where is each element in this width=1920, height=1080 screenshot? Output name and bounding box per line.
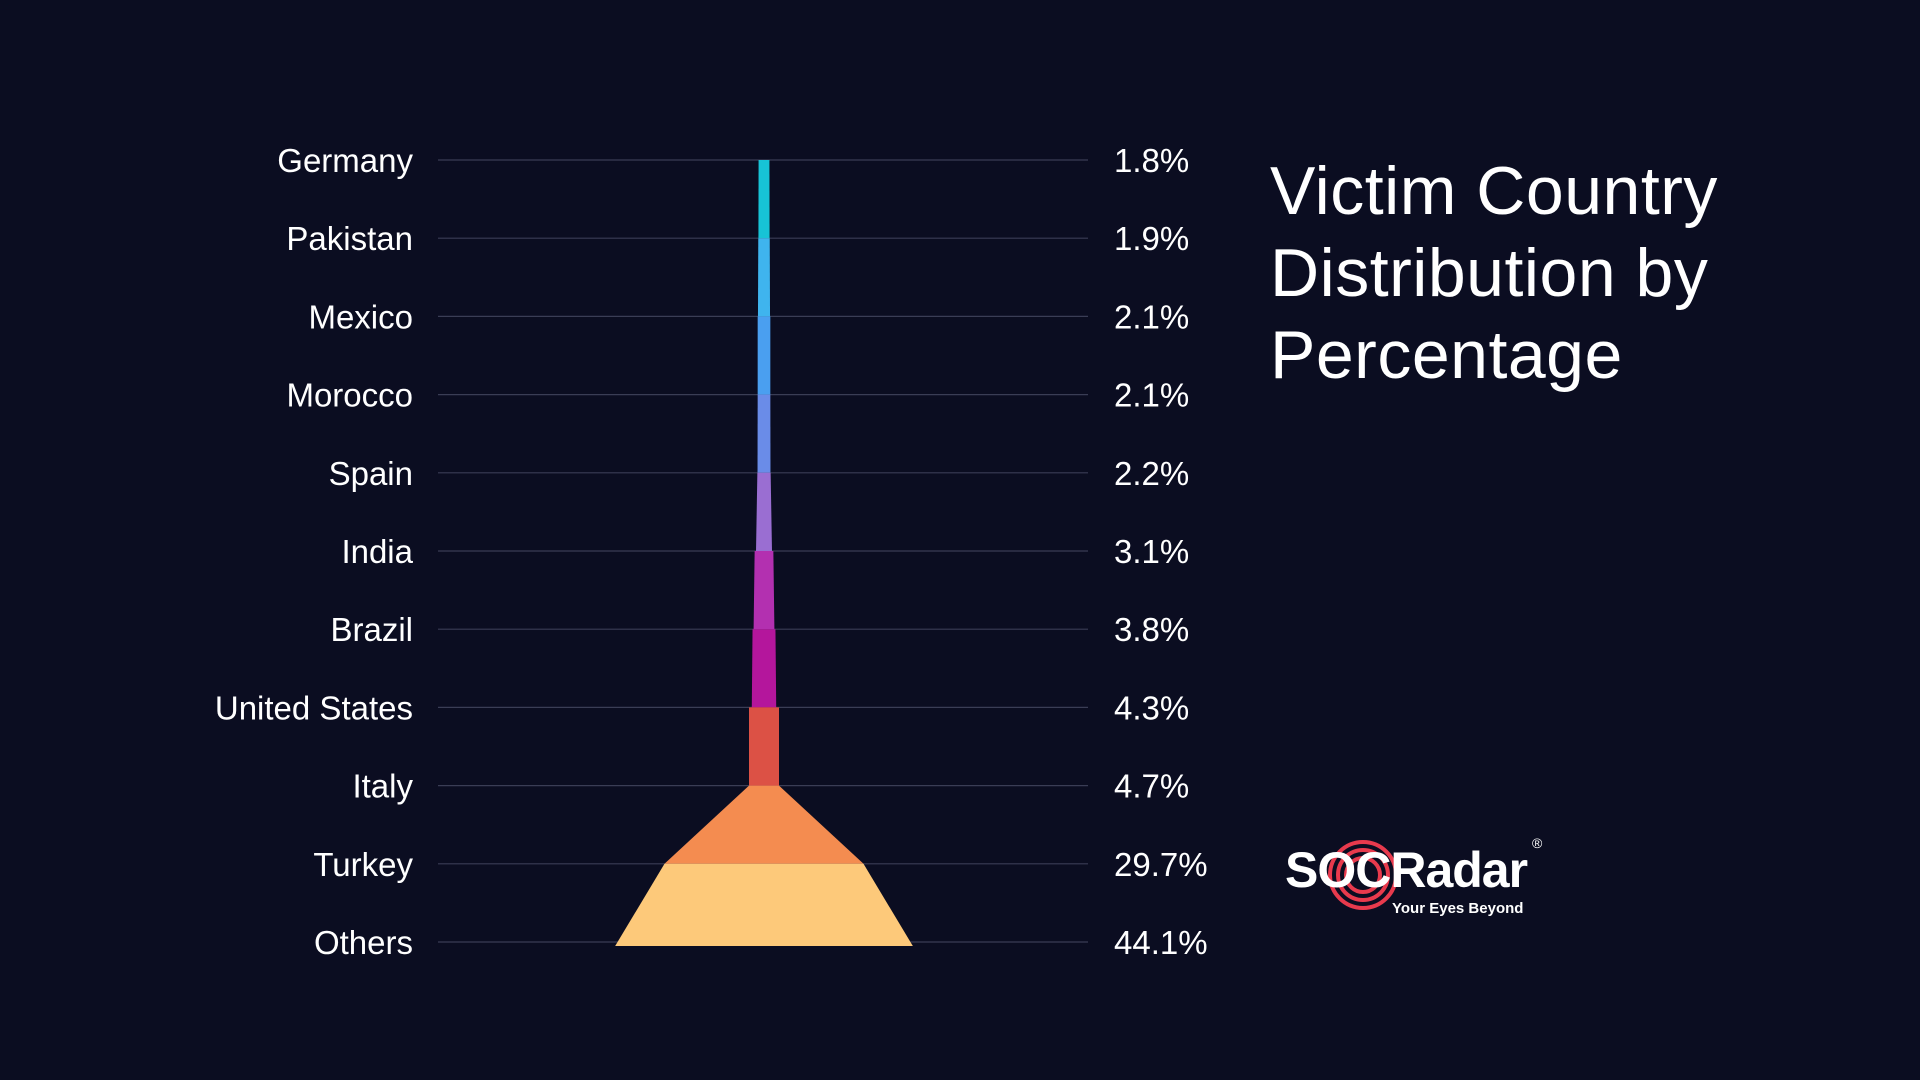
radar-rings-icon (1328, 840, 1398, 910)
value-label: 1.8% (1114, 142, 1189, 179)
value-labels: 1.8% 1.9% 2.1% 2.1% 2.2% 3.1% 3.8% 4.3% 4.7% 29.7… (1114, 142, 1208, 961)
value-label: 3.8% (1114, 611, 1189, 648)
category-label: Italy (352, 768, 413, 805)
value-label: 1.9% (1114, 220, 1189, 257)
logo-wordmark: SOCRadar (1285, 842, 1528, 898)
funnel-segment-mexico (757, 316, 771, 395)
funnel-segment-others (615, 863, 913, 946)
category-label: Turkey (313, 846, 413, 883)
funnel-segment-morocco (757, 394, 771, 473)
category-label: Germany (277, 142, 413, 179)
funnel-segment-germany (758, 160, 770, 239)
value-label: 4.3% (1114, 689, 1189, 726)
category-label: Mexico (308, 298, 413, 335)
value-label: 4.7% (1114, 768, 1189, 805)
category-label: Morocco (286, 377, 413, 414)
funnel-segment-turkey (664, 785, 864, 864)
chart-title: Victim Country Distribution by Percentag… (1270, 153, 1718, 393)
funnel-segment-pakistan (757, 238, 771, 317)
value-label: 3.1% (1114, 533, 1189, 570)
funnel-segment-india (753, 551, 775, 630)
value-label: 29.7% (1114, 846, 1208, 883)
category-label: Pakistan (286, 220, 413, 257)
funnel-segments (615, 160, 913, 946)
logo-registered-mark: ® (1532, 835, 1543, 851)
category-labels: Germany Pakistan Mexico Morocco Spain India Br… (215, 142, 414, 961)
category-label: India (341, 533, 413, 570)
funnel-segment-spain (756, 472, 772, 551)
value-label: 2.1% (1114, 298, 1189, 335)
category-label: Brazil (330, 611, 413, 648)
category-label: Others (314, 924, 413, 961)
category-label: Spain (329, 455, 413, 492)
value-label: 2.2% (1114, 455, 1189, 492)
value-label: 44.1% (1114, 924, 1208, 961)
socradar-logo: SOCRadar Your Eyes Beyond ® (1285, 835, 1585, 925)
funnel-segment-italy (749, 707, 779, 786)
funnel-segment-brazil (751, 629, 777, 708)
category-label: United States (215, 689, 413, 726)
logo-tagline: Your Eyes Beyond (1392, 900, 1524, 917)
value-label: 2.1% (1114, 377, 1189, 414)
